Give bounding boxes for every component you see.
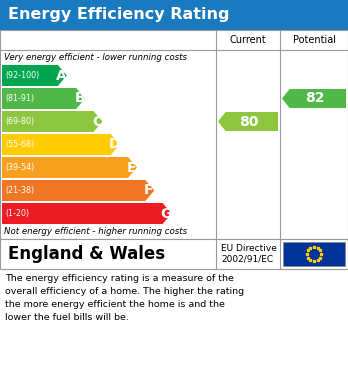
Polygon shape <box>2 88 85 109</box>
Text: (81-91): (81-91) <box>5 94 34 103</box>
Text: Very energy efficient - lower running costs: Very energy efficient - lower running co… <box>4 52 187 61</box>
Text: 80: 80 <box>239 115 259 129</box>
Polygon shape <box>218 112 278 131</box>
Bar <box>283 242 345 266</box>
Text: (39-54): (39-54) <box>5 163 34 172</box>
Text: Potential: Potential <box>293 35 335 45</box>
Text: Not energy efficient - higher running costs: Not energy efficient - higher running co… <box>4 228 187 237</box>
Polygon shape <box>2 180 154 201</box>
Text: F: F <box>144 183 153 197</box>
Text: (1-20): (1-20) <box>5 209 29 218</box>
Text: (69-80): (69-80) <box>5 117 34 126</box>
Polygon shape <box>2 111 102 132</box>
Text: (55-68): (55-68) <box>5 140 34 149</box>
Text: G: G <box>160 206 172 221</box>
Bar <box>0 0 348 30</box>
Bar <box>0 239 348 269</box>
Text: Energy Efficiency Rating: Energy Efficiency Rating <box>8 7 229 23</box>
Text: A: A <box>56 68 67 83</box>
Text: E: E <box>127 160 136 174</box>
Bar <box>0 30 348 239</box>
Text: 82: 82 <box>305 91 324 106</box>
Text: B: B <box>74 91 85 106</box>
Text: C: C <box>92 115 102 129</box>
Polygon shape <box>2 134 120 155</box>
Text: (92-100): (92-100) <box>5 71 39 80</box>
Polygon shape <box>2 65 67 86</box>
Polygon shape <box>2 203 172 224</box>
Text: EU Directive
2002/91/EC: EU Directive 2002/91/EC <box>221 244 277 264</box>
Text: Current: Current <box>230 35 266 45</box>
Text: The energy efficiency rating is a measure of the
overall efficiency of a home. T: The energy efficiency rating is a measur… <box>5 274 244 321</box>
Polygon shape <box>282 89 346 108</box>
Polygon shape <box>2 157 137 178</box>
Text: D: D <box>109 138 120 151</box>
Text: (21-38): (21-38) <box>5 186 34 195</box>
Text: England & Wales: England & Wales <box>8 245 165 263</box>
